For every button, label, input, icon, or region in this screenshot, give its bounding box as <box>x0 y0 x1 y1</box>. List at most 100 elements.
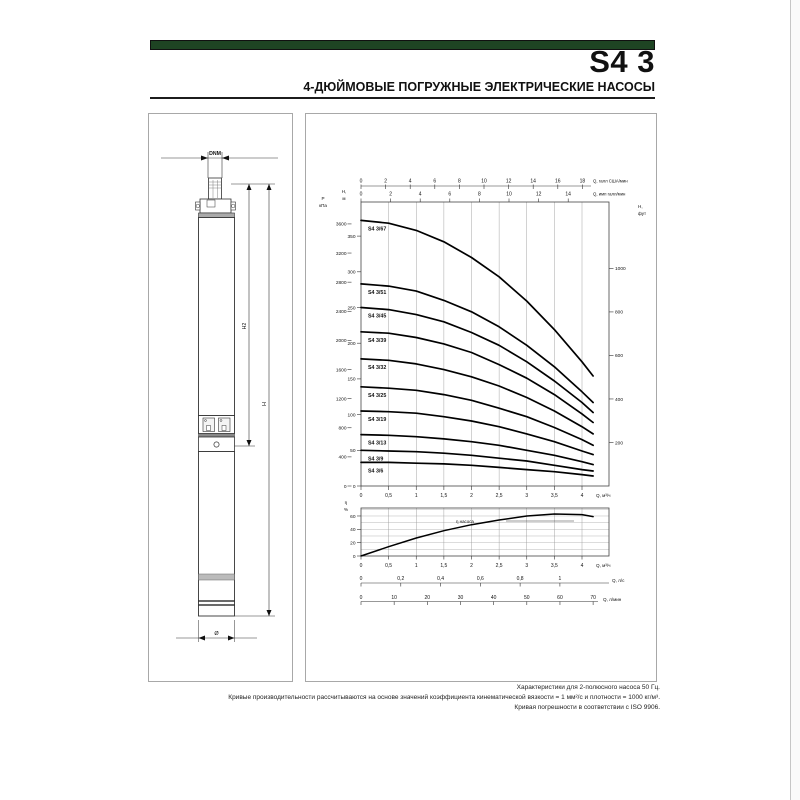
curve-label: S4 3/25 <box>368 393 386 399</box>
axis-tick-label: 3,5 <box>551 493 558 499</box>
axis-tick-label: 0 <box>344 484 347 490</box>
axis-unit-label: Q, имп галл/мин <box>593 192 626 197</box>
pump-curve <box>360 433 594 466</box>
axis-tick-label: 2,5 <box>496 493 503 499</box>
axis-tick-label: 14 <box>565 192 571 198</box>
axis-tick-label: 20 <box>425 595 431 601</box>
axis-unit-label: Q, галл США/мин <box>593 179 628 184</box>
curve-label: S4 3/6 <box>368 468 383 474</box>
axis-tick-label: 0,5 <box>385 493 392 499</box>
axis-tick-label: 2 <box>470 493 473 499</box>
h-arrow-bottom <box>266 610 272 616</box>
performance-charts-panel: 0 2 4 6 8 10 12 14 16 18 Q, галл США/мин 0 2 4 6 8 10 12 1… <box>305 113 657 682</box>
axis-tick-label: 3,5 <box>551 563 558 569</box>
axis-tick-label: 20 <box>350 540 356 546</box>
page-title: S4 3 <box>589 44 655 79</box>
axis-tick-label: 800 <box>615 310 623 316</box>
axis-tick-label: 0 <box>360 179 363 185</box>
axis-tick-label: 2 <box>384 179 387 185</box>
curve-label: S4 3/32 <box>368 365 386 371</box>
dnm-arrow-left <box>201 155 208 161</box>
pump-curve <box>360 219 594 377</box>
axis-unit-label: Q, м³/ч <box>596 563 611 568</box>
page-edge-strip <box>791 0 800 800</box>
curve-label: S4 3/9 <box>368 456 383 462</box>
axis-tick-label: 40 <box>491 595 497 601</box>
curve-label: S4 3/67 <box>368 226 386 232</box>
page-edge-line <box>790 0 791 800</box>
pump-curve <box>360 283 594 404</box>
dim-label-h2: H2 <box>242 323 248 330</box>
axis-tick-label: 4 <box>581 563 584 569</box>
pump-head <box>199 198 232 214</box>
axis-tick-label: 3200 <box>336 251 347 257</box>
axis-tick-label: 1000 <box>615 266 626 272</box>
axis-tick-label: 12 <box>506 179 512 185</box>
efficiency-curve <box>360 513 594 557</box>
axis-tick-label: 12 <box>536 192 542 198</box>
axis-tick-label: 16 <box>555 179 561 185</box>
axis-tick-label: 4 <box>581 493 584 499</box>
axis-tick-label: 0 <box>360 563 363 569</box>
axis-tick-label: 200 <box>347 341 355 347</box>
pump-drawing-panel: DNM <box>148 113 293 682</box>
axis-tick-label: 400 <box>615 397 623 403</box>
axis-tick-label: 0,4 <box>437 576 444 582</box>
h-arrow-top <box>266 184 272 190</box>
axis-tick-label: 3 <box>525 563 528 569</box>
axis-tick-label: 60 <box>350 514 356 520</box>
axis-tick-label: 0,5 <box>385 563 392 569</box>
pump-curve <box>360 385 594 447</box>
axis-tick-label: 50 <box>350 448 356 454</box>
axis-tick-label: 0 <box>360 192 363 198</box>
axis-tick-label: 1,5 <box>440 493 447 499</box>
axis-unit-label: H, <box>638 204 643 209</box>
axis-tick-label: 800 <box>338 426 346 432</box>
page-subtitle: 4-ДЮЙМОВЫЕ ПОГРУЖНЫЕ ЭЛЕКТРИЧЕСКИЕ НАСОС… <box>303 80 655 94</box>
axis-tick-label: 6 <box>433 179 436 185</box>
axis-tick-label: 40 <box>350 527 356 533</box>
axis-tick-label: 60 <box>557 595 563 601</box>
axis-unit-label: Q, л/с <box>612 578 625 583</box>
pump-curve <box>360 306 594 414</box>
axis-tick-label: 350 <box>347 234 355 240</box>
axis-tick-label: 150 <box>347 377 355 383</box>
dim-label-diameter: Ø <box>214 631 219 637</box>
axis-tick-label: 6 <box>448 192 451 198</box>
pump-curve <box>360 358 594 435</box>
axis-tick-label: 0,6 <box>477 576 484 582</box>
header-rule <box>150 97 655 99</box>
axis-tick-label: 2800 <box>336 280 347 286</box>
curve-label: S4 3/51 <box>368 290 386 296</box>
dia-arrow-right <box>228 635 235 641</box>
efficiency-plot-border <box>360 507 610 557</box>
axis-tick-label: 3 <box>525 493 528 499</box>
pump-outline-drawing: DNM <box>161 151 278 642</box>
axis-tick-label: 0 <box>360 576 363 582</box>
pump-curve <box>360 461 594 477</box>
axis-tick-label: 2,5 <box>496 563 503 569</box>
axis-tick-label: 4 <box>409 179 412 185</box>
footer-note-1: Характеристики для 2-полюсного насоса 50… <box>516 684 660 691</box>
axis-tick-label: 0,8 <box>517 576 524 582</box>
dim-label-dnm: DNM <box>209 151 221 157</box>
axis-tick-label: 70 <box>590 595 596 601</box>
curve-label: S4 3/39 <box>368 338 386 344</box>
axis-tick-label: 0 <box>360 595 363 601</box>
axis-tick-label: 14 <box>530 179 536 185</box>
axis-tick-label: 250 <box>347 305 355 311</box>
motor-body <box>198 451 235 617</box>
footer-note-3: Кривая погрешности в соответствии с ISO … <box>514 704 660 711</box>
axis-tick-label: 200 <box>615 440 623 446</box>
header-accent-bar <box>150 40 655 50</box>
curve-label: S4 3/45 <box>368 314 386 320</box>
axis-unit-label: кПа <box>319 203 327 208</box>
axis-unit-label: фут <box>638 211 647 216</box>
axis-tick-label: 2 <box>389 192 392 198</box>
axis-tick-label: 100 <box>347 412 355 418</box>
axis-tick-label: 0,2 <box>397 576 404 582</box>
dia-arrow-left <box>198 635 205 641</box>
h2-arrow-top <box>246 184 252 190</box>
